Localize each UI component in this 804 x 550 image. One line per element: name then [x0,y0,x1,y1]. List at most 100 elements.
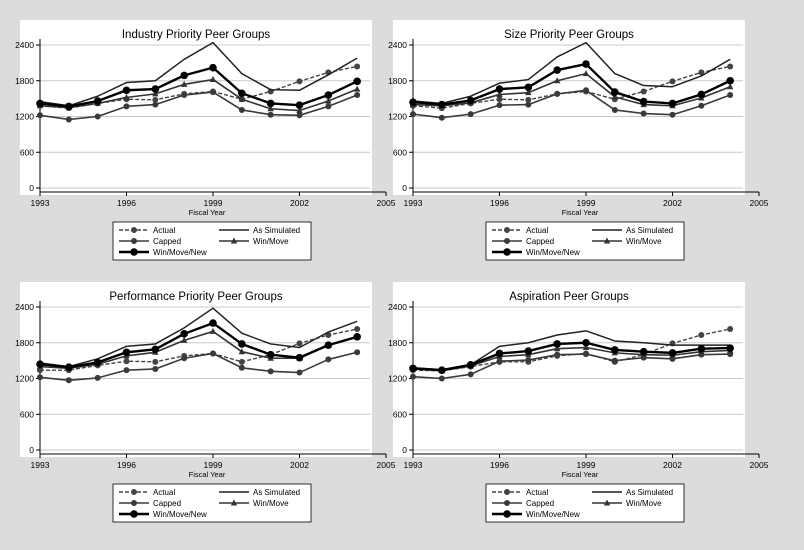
data-point [353,85,361,92]
legend-item-win-move-new: Win/Move/New [492,510,580,519]
legend: Actual As Simulated Capped Win/Move Win/Move… [112,221,312,261]
data-point [209,76,217,83]
legend: Actual As Simulated Capped Win/Move Win/Move… [485,221,685,261]
data-point [94,374,101,381]
data-point [354,92,361,99]
data-point [324,91,333,99]
legend-marker [504,500,510,506]
x-tick-label: 1993 [404,198,423,208]
data-point [152,90,159,97]
data-point [524,347,533,355]
data-point [295,101,304,109]
data-point [582,70,590,77]
data-point [180,71,188,80]
legend-item-capped: Capped [119,237,181,246]
x-tick-label: 1996 [117,460,136,470]
data-point [669,78,676,85]
legend-label: Capped [153,499,181,508]
x-tick-label: 2002 [663,198,682,208]
data-point [553,66,561,74]
data-point [697,90,706,99]
legend-item-win-move: Win/Move [592,237,662,246]
data-point [496,90,503,97]
data-point [611,93,619,100]
legend-label: As Simulated [253,488,300,497]
chart-panel-3: Performance Priority Peer Groups 0 600 1200… [15,282,396,523]
data-point [410,373,416,380]
x-tick-label: 2005 [750,198,769,208]
data-point [181,355,188,362]
x-tick-label: 1993 [31,198,50,208]
data-point [65,377,72,384]
legend-item-capped: Capped [492,499,554,508]
data-point [668,349,677,357]
series-line [412,72,731,107]
data-point [466,360,475,369]
data-point [65,102,73,111]
chart-title: Size Priority Peer Groups [504,29,634,41]
series-capped [37,89,361,123]
legend-label: Win/Move/New [526,248,580,257]
data-point [122,86,131,95]
series-win-move-new [36,319,361,371]
legend-label: Win/Move [253,237,289,246]
legend-label: As Simulated [626,488,673,497]
legend-marker [503,248,511,256]
data-point [295,353,304,362]
data-point [266,99,275,108]
series-capped [410,87,734,121]
data-point [524,83,533,92]
data-point [525,357,532,364]
y-tick-label: 600 [393,409,407,419]
legend-item-win-move-new: Win/Move/New [492,248,580,257]
legend-marker [131,227,137,233]
legend-item-actual: Actual [492,488,548,497]
data-point [238,89,246,98]
legend-marker [603,237,611,244]
data-point [409,98,417,106]
data-point [354,63,361,70]
y-tick-label: 600 [393,147,407,157]
series-as-simulated [412,41,731,105]
legend-marker [230,499,238,506]
y-tick-label: 1200 [388,374,407,384]
series-line [39,307,358,368]
data-point [123,358,130,365]
data-point [123,93,130,100]
data-point [525,96,532,103]
legend-item-capped: Capped [492,237,554,246]
legend-item-as-simulated: As Simulated [219,488,300,497]
data-point [267,111,274,118]
series-line [39,66,358,108]
y-tick-label: 1200 [15,112,34,122]
series-line [39,91,358,121]
data-point [698,69,705,76]
data-point [65,363,73,371]
legend-label: Win/Move/New [153,248,207,257]
series-win-move-new [36,63,361,111]
legend-marker [230,237,238,244]
data-point [495,85,504,93]
legend-item-capped: Capped [119,499,181,508]
data-point [325,97,332,104]
data-point [94,113,101,120]
chart-title: Aspiration Peer Groups [509,291,629,303]
y-tick-label: 1200 [388,112,407,122]
y-tick-label: 1800 [15,76,34,86]
data-point [210,89,216,96]
data-point [639,97,648,106]
legend-label: Win/Move [626,237,662,246]
data-point [122,348,131,357]
legend-marker [603,499,611,506]
data-point [583,87,589,94]
data-point [267,105,274,112]
series-line [412,341,731,372]
series-line [39,78,358,112]
data-point [65,116,72,123]
x-tick-label: 2005 [377,198,396,208]
y-tick-label: 0 [402,183,407,193]
data-point [583,351,589,358]
x-tick-label: 2005 [750,460,769,470]
legend-label: Win/Move [626,499,662,508]
legend: Actual As Simulated Capped Win/Move Win/Move… [112,483,312,523]
